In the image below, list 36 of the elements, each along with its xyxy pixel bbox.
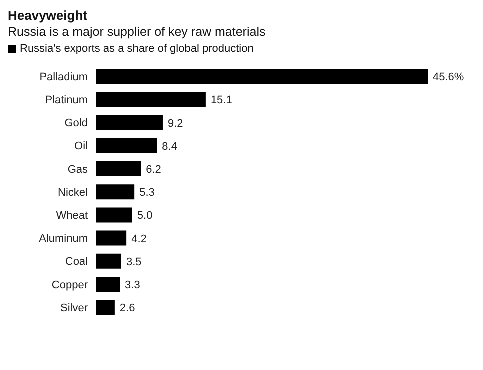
y-tick-label: Oil bbox=[74, 140, 88, 153]
data-label: 4.2 bbox=[132, 233, 147, 246]
bar bbox=[96, 92, 206, 108]
data-label: 15.1 bbox=[210, 94, 232, 107]
bar bbox=[96, 254, 122, 269]
data-label: 3.5 bbox=[126, 256, 142, 268]
data-label: 3.3 bbox=[125, 279, 140, 292]
y-tick-label: Copper bbox=[52, 279, 88, 292]
chart-title: Heavyweight bbox=[8, 8, 88, 23]
y-tick-label: Platinum bbox=[45, 94, 88, 107]
data-label: 5.0 bbox=[137, 210, 153, 222]
y-tick-label: Palladium bbox=[40, 71, 88, 84]
legend-label: Russia's exports as a share of global production bbox=[19, 43, 254, 55]
bar bbox=[96, 184, 135, 200]
y-tick-label: Nickel bbox=[58, 186, 88, 199]
bar bbox=[96, 69, 428, 84]
bar bbox=[96, 115, 163, 130]
bar bbox=[96, 138, 158, 154]
data-label: 5.3 bbox=[140, 187, 155, 200]
y-tick-label: Gas bbox=[68, 164, 88, 176]
data-label: 9.2 bbox=[168, 118, 184, 130]
y-tick-label: Wheat bbox=[56, 210, 88, 222]
bar bbox=[96, 230, 127, 246]
bar bbox=[96, 162, 142, 177]
bar bbox=[96, 208, 132, 223]
y-tick-label: Aluminum bbox=[39, 233, 88, 246]
y-tick-label: Gold bbox=[64, 118, 88, 130]
data-label: 6.2 bbox=[146, 164, 162, 176]
data-label: 2.6 bbox=[120, 302, 136, 315]
data-label: 45.6% bbox=[433, 72, 464, 84]
y-tick-label: Silver bbox=[60, 302, 88, 314]
data-label: 8.4 bbox=[162, 140, 178, 153]
bar bbox=[96, 300, 115, 316]
chart-subtitle: Russia is a major supplier of key raw materials bbox=[8, 25, 267, 39]
y-tick-label: Coal bbox=[65, 256, 88, 268]
bar bbox=[96, 276, 120, 292]
